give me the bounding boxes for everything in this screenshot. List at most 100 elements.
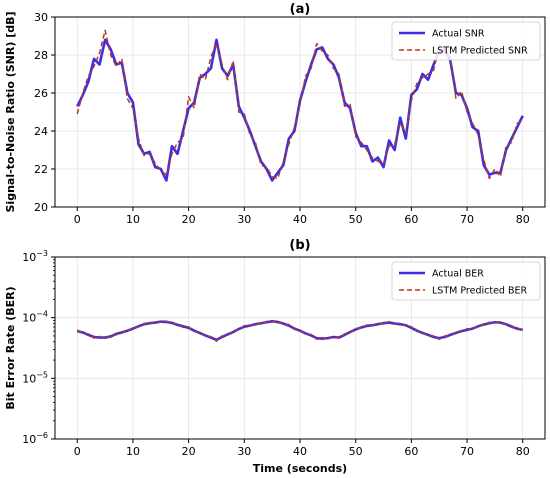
x-tick-label: 50 — [349, 445, 363, 458]
predicted-point — [149, 153, 150, 154]
predicted-point — [500, 321, 501, 322]
actual-point — [277, 172, 278, 173]
actual-point — [171, 146, 172, 147]
actual-point — [338, 77, 339, 78]
x-tick-label: 80 — [516, 213, 530, 226]
actual-point — [177, 153, 178, 154]
predicted-point — [427, 335, 428, 336]
actual-point — [327, 58, 328, 59]
predicted-point — [121, 58, 122, 59]
actual-point — [149, 151, 150, 152]
predicted-point — [266, 321, 267, 322]
predicted-point — [166, 320, 167, 321]
predicted-point — [327, 54, 328, 55]
predicted-point — [88, 75, 89, 76]
predicted-point — [483, 325, 484, 326]
predicted-point — [366, 149, 367, 150]
legend: Actual SNR LSTM Predicted SNR — [391, 21, 541, 61]
actual-point — [489, 174, 490, 175]
actual-point — [166, 180, 167, 181]
x-tick-label: 40 — [293, 445, 307, 458]
predicted-point — [171, 153, 172, 154]
actual-point — [372, 161, 373, 162]
predicted-point — [299, 329, 300, 330]
predicted-point — [489, 178, 490, 179]
predicted-point — [210, 56, 211, 57]
predicted-point — [233, 60, 234, 61]
predicted-point — [227, 79, 228, 80]
x-tick-label: 0 — [74, 213, 81, 226]
predicted-point — [377, 323, 378, 324]
predicted-point — [110, 335, 111, 336]
actual-point — [416, 89, 417, 90]
predicted-point — [255, 323, 256, 324]
predicted-point — [494, 168, 495, 169]
predicted-point — [355, 136, 356, 137]
x-tick-label: 30 — [237, 213, 251, 226]
predicted-point — [333, 335, 334, 336]
actual-point — [105, 337, 106, 338]
predicted-point — [305, 334, 306, 335]
predicted-point — [361, 142, 362, 143]
predicted-point — [238, 111, 239, 112]
predicted-point — [99, 336, 100, 337]
predicted-point — [188, 326, 189, 327]
predicted-point — [478, 325, 479, 326]
predicted-point — [143, 155, 144, 156]
x-tick-label: 80 — [516, 445, 530, 458]
predicted-point — [249, 134, 250, 135]
predicted-point — [322, 51, 323, 52]
predicted-point — [294, 329, 295, 330]
predicted-point — [255, 142, 256, 143]
predicted-point — [511, 325, 512, 326]
y-axis-label: Bit Error Rate (BER) — [4, 286, 17, 409]
actual-point — [472, 127, 473, 128]
predicted-point — [105, 30, 106, 31]
y-axis-label: Signal-to-Noise Ratio (SNR) [dB] — [4, 11, 17, 212]
predicted-point — [388, 146, 389, 147]
actual-point — [99, 64, 100, 65]
series-predicted-line — [76, 320, 523, 342]
predicted-point — [77, 113, 78, 114]
predicted-point — [82, 92, 83, 93]
predicted-point — [199, 331, 200, 332]
predicted-point — [372, 325, 373, 326]
predicted-point — [160, 170, 161, 171]
predicted-point — [377, 161, 378, 162]
actual-point — [522, 115, 523, 116]
actual-point — [383, 167, 384, 168]
predicted-point — [472, 329, 473, 330]
predicted-point — [500, 176, 501, 177]
predicted-point — [372, 157, 373, 158]
predicted-point — [116, 334, 117, 335]
actual-point — [433, 64, 434, 65]
actual-point — [405, 138, 406, 139]
predicted-point — [411, 100, 412, 101]
legend-entry: LSTM Predicted SNR — [432, 46, 528, 57]
predicted-point — [260, 323, 261, 324]
predicted-point — [517, 329, 518, 330]
predicted-point — [171, 323, 172, 324]
predicted-point — [93, 338, 94, 339]
predicted-point — [182, 138, 183, 139]
predicted-point — [400, 123, 401, 124]
predicted-point — [316, 339, 317, 340]
x-tick-label: 10 — [126, 445, 140, 458]
actual-point — [478, 326, 479, 327]
actual-point — [450, 334, 451, 335]
predicted-point — [283, 324, 284, 325]
predicted-point — [244, 113, 245, 114]
predicted-point — [166, 174, 167, 175]
predicted-point — [344, 106, 345, 107]
actual-point — [494, 172, 495, 173]
actual-point — [400, 117, 401, 118]
x-tick-label: 30 — [237, 445, 251, 458]
predicted-point — [127, 331, 128, 332]
predicted-point — [505, 324, 506, 325]
predicted-point — [266, 167, 267, 168]
predicted-point — [233, 330, 234, 331]
actual-point — [160, 168, 161, 169]
panel-title: (a) — [290, 2, 311, 17]
x-tick-label: 70 — [460, 213, 474, 226]
actual-point — [366, 146, 367, 147]
